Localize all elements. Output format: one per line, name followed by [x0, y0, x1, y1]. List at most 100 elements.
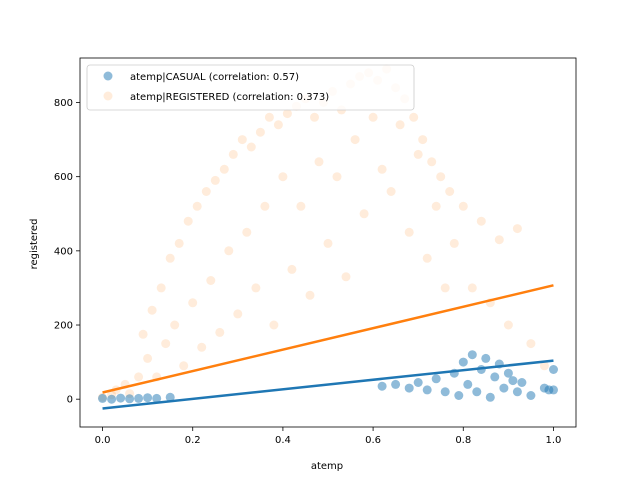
- point-s0-5: [134, 372, 144, 382]
- point-s0-77: [467, 283, 477, 293]
- point-s1-1: [107, 394, 117, 404]
- point-s1-4: [134, 393, 144, 403]
- x-tick-label: 0.2: [185, 435, 201, 446]
- point-s0-33: [260, 201, 270, 211]
- point-s0-67: [413, 149, 423, 159]
- point-s1-35: [549, 365, 558, 374]
- point-s0-11: [161, 339, 171, 349]
- point-s0-21: [206, 276, 216, 285]
- point-s0-57: [368, 112, 378, 122]
- point-s0-73: [440, 283, 450, 293]
- y-tick-label: 600: [54, 172, 73, 183]
- point-s1-3: [125, 394, 135, 404]
- point-s0-65: [404, 227, 414, 237]
- y-tick-label: 200: [54, 321, 73, 332]
- point-s0-83: [526, 339, 536, 349]
- point-s1-34: [549, 385, 558, 395]
- point-s0-18: [192, 201, 202, 211]
- point-s1-26: [499, 383, 509, 393]
- point-s0-38: [282, 109, 292, 119]
- point-s1-6: [152, 393, 162, 403]
- point-s0-7: [143, 353, 153, 363]
- point-s0-28: [237, 135, 247, 145]
- point-s0-70: [427, 157, 437, 167]
- point-s0-31: [251, 283, 261, 293]
- y-tick-label: 400: [54, 246, 73, 257]
- point-s0-16: [183, 216, 193, 226]
- x-tick-label: 0.8: [455, 435, 471, 446]
- point-s1-12: [422, 385, 432, 395]
- point-s0-59: [377, 164, 387, 174]
- point-s1-18: [463, 379, 473, 389]
- point-s0-32: [255, 127, 265, 137]
- point-s1-13: [431, 374, 441, 384]
- point-s0-19: [197, 342, 207, 352]
- point-s0-41: [296, 201, 306, 211]
- point-s0-24: [219, 164, 229, 174]
- point-s0-37: [278, 172, 288, 182]
- point-s0-15: [179, 361, 189, 371]
- point-s0-82: [512, 224, 522, 234]
- point-s0-69: [422, 253, 432, 263]
- point-s1-23: [485, 392, 495, 402]
- legend-entry-0: atemp|REGISTERED (correlation: 0.373): [130, 92, 329, 103]
- point-s0-22: [210, 175, 220, 185]
- point-s0-63: [395, 120, 405, 130]
- point-s1-2: [116, 393, 126, 403]
- point-s0-72: [436, 172, 446, 182]
- point-s0-12: [165, 253, 175, 263]
- point-s1-7: [165, 392, 175, 402]
- point-s0-14: [174, 238, 184, 248]
- series-0: [98, 64, 549, 402]
- y-tick-label: 0: [67, 395, 73, 406]
- legend: atemp|CASUAL (correlation: 0.57) atemp|RE…: [86, 64, 415, 111]
- point-s0-53: [350, 135, 360, 145]
- point-s0-43: [305, 290, 315, 300]
- axes-frame: [79, 57, 577, 428]
- point-s1-16: [454, 391, 464, 400]
- point-s0-45: [314, 157, 324, 167]
- point-s1-17: [458, 357, 468, 367]
- point-s0-78: [476, 216, 486, 226]
- point-s0-8: [147, 305, 157, 315]
- series-1: [98, 350, 558, 404]
- point-s0-76: [458, 201, 468, 211]
- point-s0-30: [246, 142, 256, 152]
- point-s0-10: [156, 283, 166, 293]
- point-s0-47: [323, 238, 333, 248]
- point-s1-22: [481, 353, 491, 363]
- x-tick-label: 1.0: [546, 435, 562, 446]
- point-s1-29: [512, 387, 522, 397]
- legend-entry-1: atemp|CASUAL (correlation: 0.57): [130, 72, 299, 83]
- trend-line-1: [102, 359, 554, 410]
- point-s1-20: [472, 387, 482, 397]
- point-s1-9: [391, 379, 401, 389]
- x-tick-label: 0.4: [275, 435, 291, 446]
- point-s0-75: [449, 238, 459, 248]
- point-s0-20: [201, 187, 211, 196]
- point-s0-17: [188, 298, 198, 308]
- point-s0-26: [228, 149, 238, 159]
- point-s0-55: [359, 209, 369, 219]
- point-s1-10: [404, 383, 414, 393]
- point-s0-36: [273, 120, 283, 130]
- y-tick-label: 800: [54, 98, 73, 109]
- point-s0-29: [242, 227, 252, 237]
- point-s0-39: [287, 264, 297, 274]
- point-s1-31: [526, 391, 536, 400]
- point-s0-25: [224, 246, 234, 256]
- point-s0-80: [494, 235, 504, 245]
- point-s1-11: [413, 378, 423, 387]
- point-s0-6: [138, 329, 148, 339]
- x-tick-label: 0.6: [365, 435, 381, 446]
- point-s0-13: [170, 320, 180, 330]
- point-s0-34: [264, 112, 274, 122]
- point-s0-61: [386, 187, 396, 196]
- legend-box: [86, 64, 415, 111]
- plot-area: [79, 57, 577, 428]
- x-axis-label: atemp: [311, 461, 343, 472]
- point-s0-66: [409, 112, 419, 122]
- point-s0-49: [332, 172, 342, 182]
- point-s1-30: [517, 378, 527, 387]
- point-s0-81: [503, 320, 513, 330]
